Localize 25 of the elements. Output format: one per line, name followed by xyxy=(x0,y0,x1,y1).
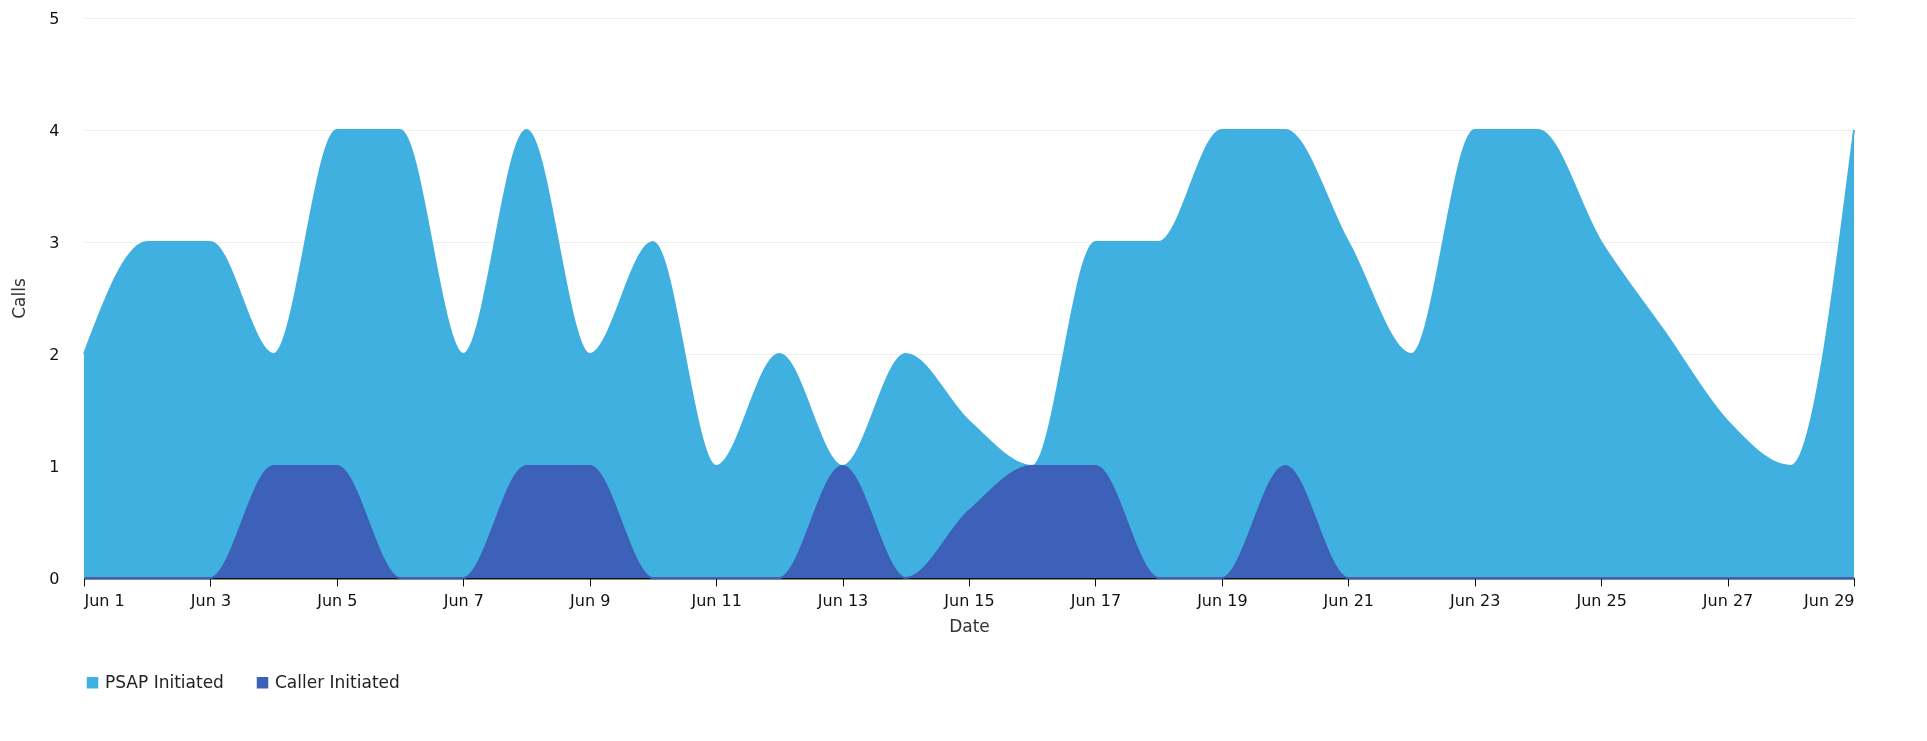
legend-label: PSAP Initiated xyxy=(105,671,224,692)
y-axis-title: Calls xyxy=(9,278,30,319)
x-tick-label: Jun 29 xyxy=(1803,590,1855,610)
x-tick-label: Jun 11 xyxy=(690,590,742,610)
x-tick-label: Jun 25 xyxy=(1575,590,1627,610)
legend-label: Caller Initiated xyxy=(275,671,400,692)
x-tick-label: Jun 17 xyxy=(1069,590,1122,610)
y-tick-label: 0 xyxy=(49,568,60,588)
x-tick-label: Jun 1 xyxy=(83,590,125,610)
x-tick-label: Jun 13 xyxy=(816,590,869,610)
y-tick-label: 5 xyxy=(49,8,60,28)
y-tick-label: 1 xyxy=(49,456,60,476)
x-tick-label: Jun 15 xyxy=(943,590,995,610)
y-tick-label: 4 xyxy=(49,120,60,140)
x-tick-label: Jun 3 xyxy=(189,590,232,610)
x-tick-label: Jun 23 xyxy=(1448,590,1501,610)
x-tick-label: Jun 9 xyxy=(569,590,611,610)
y-tick-label: 2 xyxy=(49,344,60,364)
x-tick-label: Jun 19 xyxy=(1196,590,1248,610)
x-tick-label: Jun 7 xyxy=(442,590,484,610)
x-tick-label: Jun 27 xyxy=(1701,590,1754,610)
x-tick-label: Jun 5 xyxy=(316,590,358,610)
x-tick-label: Jun 21 xyxy=(1322,590,1375,610)
y-tick-label: 3 xyxy=(49,232,60,252)
x-axis-title: Date xyxy=(949,615,990,636)
